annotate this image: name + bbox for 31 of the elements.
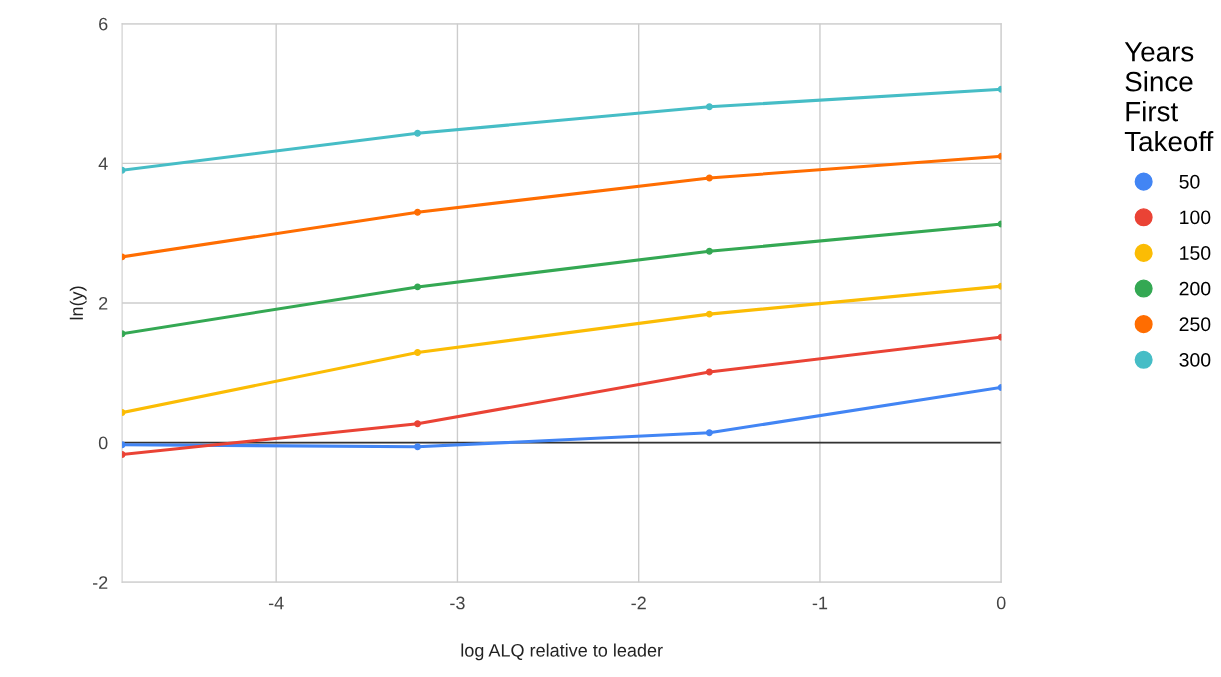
y-tick-label: 4 xyxy=(98,157,108,170)
legend-label: 250 xyxy=(1179,317,1211,332)
y-tick-label: 6 xyxy=(99,17,108,31)
y-tick-label: -2 xyxy=(92,576,108,589)
legend-label: 50 xyxy=(1179,174,1200,189)
point xyxy=(705,368,713,376)
legend-label: 150 xyxy=(1180,246,1211,260)
x-tick-label: -4 xyxy=(268,596,284,610)
point xyxy=(414,283,422,291)
x-tick-label: 0 xyxy=(996,596,1006,610)
x-tick-label: -1 xyxy=(812,596,828,610)
legend-label: 100 xyxy=(1180,210,1211,225)
y-tick-label: 0 xyxy=(98,436,108,450)
point xyxy=(705,103,713,111)
point xyxy=(705,310,713,318)
x-axis-title: log ALQ relative to leader xyxy=(461,643,663,661)
point xyxy=(414,129,422,137)
point xyxy=(414,443,422,451)
point xyxy=(414,349,422,356)
point xyxy=(705,429,713,437)
point xyxy=(414,208,422,216)
x-tick-label: -3 xyxy=(450,596,465,610)
legend-label: 300 xyxy=(1179,352,1211,367)
point xyxy=(705,174,713,182)
point xyxy=(414,420,422,428)
point xyxy=(705,247,713,255)
legend-label: 200 xyxy=(1179,281,1211,296)
y-tick-label: 2 xyxy=(99,296,108,310)
y-axis-title: ln(y) xyxy=(69,286,87,320)
legend-title: Years Since First Takeoff xyxy=(1124,42,1214,152)
x-tick-label: -2 xyxy=(631,596,646,610)
